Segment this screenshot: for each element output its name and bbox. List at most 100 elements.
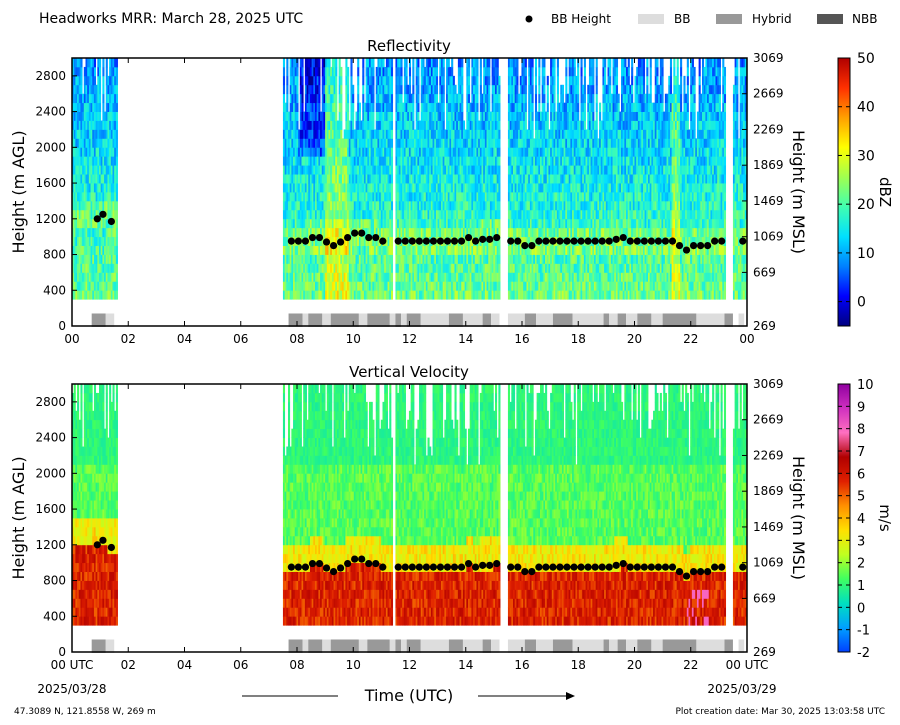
reflectivity-cell xyxy=(435,156,439,166)
reflectivity-cell xyxy=(451,147,454,157)
reflectivity-cell xyxy=(437,200,440,211)
reflectivity-cell xyxy=(363,183,367,193)
reflectivity-cell xyxy=(567,102,570,112)
reflectivity-cell xyxy=(452,245,455,255)
reflectivity-cell xyxy=(325,227,328,238)
reflectivity-cell xyxy=(507,66,511,77)
reflectivity-cell xyxy=(315,290,318,300)
reflectivity-cell xyxy=(476,209,479,220)
reflectivity-cell xyxy=(102,75,105,86)
reflectivity-cell xyxy=(397,156,400,166)
reflectivity-cell xyxy=(483,75,486,86)
reflectivity-cell xyxy=(390,236,394,246)
reflectivity-cell xyxy=(298,272,301,282)
reflectivity-cell xyxy=(330,236,333,246)
reflectivity-cell xyxy=(422,174,425,184)
reflectivity-cell xyxy=(369,66,372,77)
reflectivity-cell xyxy=(333,290,336,300)
reflectivity-cell xyxy=(427,183,430,193)
reflectivity-cell xyxy=(529,183,532,193)
reflectivity-cell xyxy=(493,290,496,300)
reflectivity-cell xyxy=(316,227,319,238)
reflectivity-cell xyxy=(104,156,107,166)
reflectivity-cell xyxy=(486,281,489,291)
reflectivity-cell xyxy=(430,120,433,130)
reflectivity-cell xyxy=(355,245,358,255)
reflectivity-cell xyxy=(397,254,400,264)
reflectivity-cell xyxy=(390,84,394,95)
reflectivity-cell xyxy=(342,200,345,211)
reflectivity-cell xyxy=(326,66,329,77)
reflectivity-cell xyxy=(415,227,418,238)
reflectivity-cell xyxy=(466,111,469,121)
reflectivity-cell xyxy=(513,263,516,273)
reflectivity-cell xyxy=(444,281,447,291)
reflectivity-cell xyxy=(306,209,309,220)
reflectivity-cell xyxy=(410,281,413,291)
reflectivity-cell xyxy=(372,174,375,184)
reflectivity-cell xyxy=(551,138,554,148)
reflectivity-cell xyxy=(513,111,516,121)
reflectivity-cell xyxy=(85,192,88,202)
reflectivity-cell xyxy=(419,290,422,300)
reflectivity-cell xyxy=(555,111,558,121)
reflectivity-cell xyxy=(360,174,363,184)
reflectivity-cell xyxy=(437,183,440,193)
reflectivity-cell xyxy=(369,111,372,121)
reflectivity-cell xyxy=(473,102,476,112)
reflectivity-cell xyxy=(462,174,466,184)
reflectivity-cell xyxy=(471,192,474,202)
reflectivity-cell xyxy=(403,209,406,220)
reflectivity-cell xyxy=(570,174,573,184)
reflectivity-cell xyxy=(555,290,558,300)
reflectivity-cell xyxy=(424,263,427,273)
reflectivity-cell xyxy=(340,263,343,273)
reflectivity-cell xyxy=(304,183,307,193)
reflectivity-cell xyxy=(97,218,100,229)
reflectivity-cell xyxy=(313,165,316,175)
reflectivity-cell xyxy=(109,75,112,86)
reflectivity-cell xyxy=(331,183,334,193)
reflectivity-cell xyxy=(95,138,98,148)
reflectivity-cell xyxy=(462,156,466,166)
reflectivity-cell xyxy=(543,254,546,264)
reflectivity-cell xyxy=(294,192,297,202)
reflectivity-cell xyxy=(459,218,462,229)
reflectivity-cell xyxy=(498,183,501,193)
reflectivity-cell xyxy=(456,111,459,121)
reflectivity-cell xyxy=(462,120,466,130)
reflectivity-cell xyxy=(403,218,406,229)
reflectivity-cell xyxy=(540,129,543,139)
reflectivity-cell xyxy=(338,93,341,104)
reflectivity-cell xyxy=(375,192,378,202)
reflectivity-cell xyxy=(114,254,117,264)
reflectivity-cell xyxy=(100,138,103,148)
reflectivity-cell xyxy=(556,75,559,86)
reflectivity-cell xyxy=(321,93,324,104)
reflectivity-cell xyxy=(313,147,316,157)
reflectivity-cell xyxy=(447,156,450,166)
reflectivity-cell xyxy=(289,165,292,175)
reflectivity-cell xyxy=(374,218,377,229)
reflectivity-cell xyxy=(551,263,554,273)
reflectivity-cell xyxy=(414,245,417,255)
reflectivity-cell xyxy=(498,236,501,246)
reflectivity-cell xyxy=(357,200,360,211)
reflectivity-cell xyxy=(427,174,430,184)
reflectivity-cell xyxy=(481,120,484,130)
reflectivity-cell xyxy=(461,120,464,130)
reflectivity-cell xyxy=(518,147,521,157)
reflectivity-cell xyxy=(107,102,110,112)
reflectivity-cell xyxy=(481,200,484,211)
reflectivity-cell xyxy=(451,138,454,148)
reflectivity-cell xyxy=(313,84,316,95)
reflectivity-cell xyxy=(479,263,482,273)
reflectivity-cell xyxy=(523,236,526,246)
reflectivity-cell xyxy=(457,129,460,139)
reflectivity-cell xyxy=(303,111,306,121)
reflectivity-cell xyxy=(528,290,531,300)
reflectivity-cell xyxy=(427,156,430,166)
reflectivity-cell xyxy=(328,209,331,220)
reflectivity-cell xyxy=(340,281,343,291)
reflectivity-cell xyxy=(102,290,105,300)
